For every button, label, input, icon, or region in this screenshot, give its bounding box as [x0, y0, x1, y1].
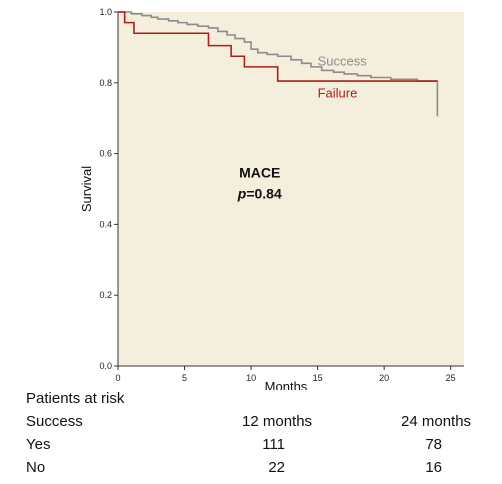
risk-row-yes-label: Yes	[26, 436, 51, 453]
risk-row-no-24: 16	[425, 459, 442, 476]
risk-row-yes-12: 111	[262, 436, 285, 453]
risk-row-no-12: 22	[268, 459, 285, 476]
y-tick-label: 0.4	[99, 219, 112, 229]
survival-chart: 0.0 0.2 0.4 0.6 0.8 1.0 0 5 10 15 20 25 Success Fai…	[79, 7, 464, 390]
risk-header-24: 24 months	[401, 413, 472, 430]
p-value: =0.84	[246, 185, 282, 201]
risk-header-12: 12 months	[242, 413, 313, 430]
y-axis: 0.0 0.2 0.4 0.6 0.8 1.0	[99, 7, 119, 371]
x-tick-label: 15	[313, 373, 323, 383]
x-tick-label: 0	[115, 373, 120, 383]
annotation-p-value: p=0.84	[237, 185, 282, 201]
risk-row-yes-24: 78	[425, 436, 442, 453]
y-tick-label: 1.0	[99, 7, 112, 17]
y-tick-label: 0.6	[99, 149, 112, 159]
x-tick-label: 5	[182, 373, 187, 383]
label-layer: Success Failure	[318, 54, 368, 101]
annotation-mace: MACE	[239, 164, 280, 180]
y-tick-label: 0.8	[99, 78, 112, 88]
risk-table-title: Patients at risk	[26, 390, 125, 407]
series-layer	[118, 11, 439, 117]
y-tick-label: 0.0	[99, 361, 112, 371]
x-axis: 0 5 10 15 20 25	[115, 365, 464, 383]
series-label-failure: Failure	[318, 85, 358, 100]
series-line-success	[118, 11, 439, 117]
y-tick-label: 0.2	[99, 290, 112, 300]
x-tick-label: 10	[246, 373, 256, 383]
x-axis-title: Months	[265, 379, 308, 390]
p-symbol: p	[237, 185, 247, 201]
x-tick-label: 20	[379, 373, 389, 383]
y-axis-title: Survival	[79, 166, 94, 212]
risk-row-no-label: No	[26, 459, 46, 476]
risk-header-group: Success	[26, 413, 83, 430]
x-tick-label: 25	[446, 373, 456, 383]
plot-area	[118, 12, 464, 366]
series-line-failure	[118, 11, 438, 82]
series-label-success: Success	[318, 54, 368, 69]
